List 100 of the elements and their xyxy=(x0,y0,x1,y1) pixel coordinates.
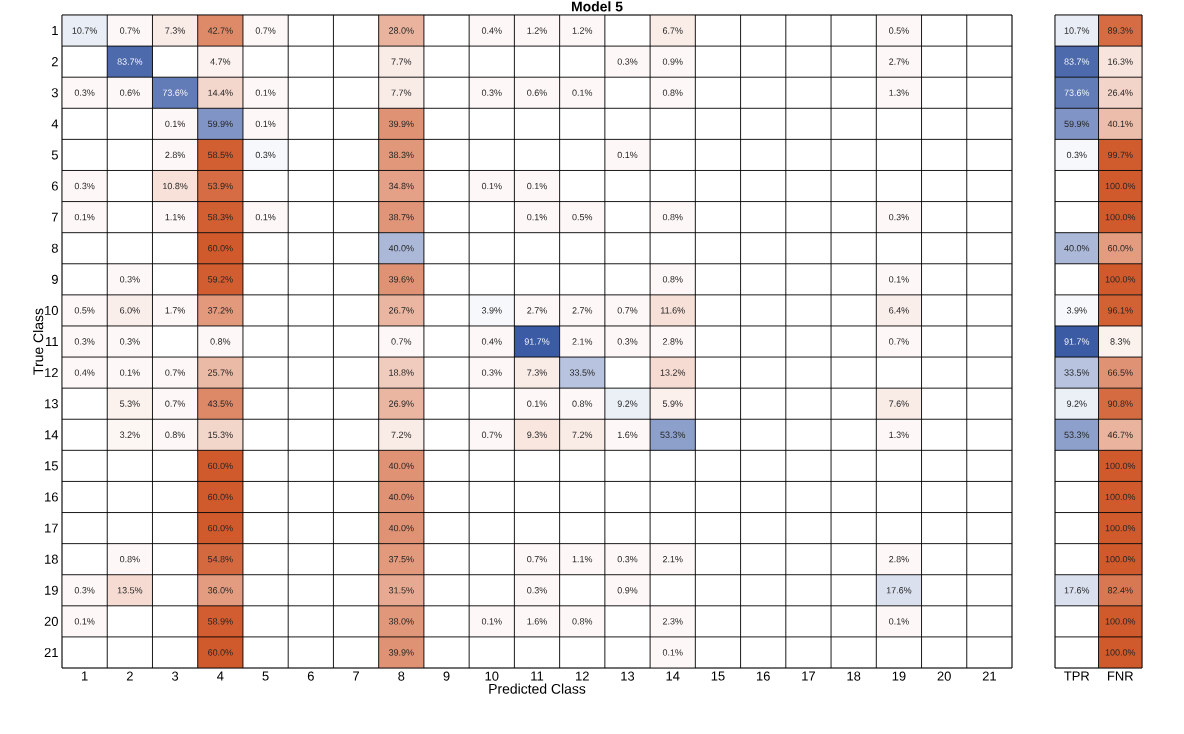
data-label: 0.8% xyxy=(662,213,683,221)
data-label: 0.1% xyxy=(255,213,276,221)
data-label: 0.5% xyxy=(74,307,95,314)
data-label: 2.7% xyxy=(889,58,909,65)
data-label: 0.1% xyxy=(255,120,276,128)
data-label: 2.1% xyxy=(662,556,683,563)
data-label: 1.7% xyxy=(165,307,185,314)
data-label: 82.4% xyxy=(1107,587,1133,594)
data-label: 39.6% xyxy=(388,276,414,283)
data-label: 0.9% xyxy=(662,58,683,65)
x-tick-label: 19 xyxy=(892,671,906,681)
data-label: 1.3% xyxy=(889,431,909,438)
data-label: 36.0% xyxy=(207,587,233,594)
y-tick-label: 1 xyxy=(52,26,58,36)
data-label: 38.3% xyxy=(388,151,414,159)
x-tick-label: 11 xyxy=(531,671,544,681)
data-label: 0.4% xyxy=(481,338,502,345)
data-label: 0.3% xyxy=(74,338,95,345)
data-label: 26.4% xyxy=(1108,89,1133,96)
data-label: 54.8% xyxy=(207,556,233,563)
data-label: 83.7% xyxy=(1064,58,1090,65)
data-label: 9.2% xyxy=(1066,400,1087,407)
y-tick-label: 9 xyxy=(51,274,58,284)
data-label: 34.8% xyxy=(388,182,414,190)
y-tick-label: 10 xyxy=(45,305,58,315)
y-tick-label: 20 xyxy=(44,616,58,626)
data-label: 0.3% xyxy=(481,89,502,96)
data-label: 1.1% xyxy=(572,556,593,563)
data-label: 2.3% xyxy=(662,618,683,625)
data-label: 11.6% xyxy=(661,307,685,314)
data-label: 33.5% xyxy=(1064,369,1090,376)
data-label: 33.5% xyxy=(569,369,595,376)
data-label: 1.6% xyxy=(527,618,547,625)
data-label: 0.8% xyxy=(662,276,683,283)
data-label: 0.3% xyxy=(527,587,547,594)
data-label: 37.5% xyxy=(388,556,414,563)
data-label: 40.0% xyxy=(1064,245,1090,252)
x-tick-label: 9 xyxy=(443,671,450,681)
data-label: 60.0% xyxy=(208,649,233,656)
data-label: 0.1% xyxy=(527,213,547,221)
data-label: 100.0% xyxy=(1105,618,1136,625)
data-label: 100.0% xyxy=(1105,555,1136,563)
y-tick-label: 11 xyxy=(46,337,58,346)
y-tick-label: 5 xyxy=(51,150,58,160)
data-label: 40.0% xyxy=(388,462,414,470)
y-tick-label: 13 xyxy=(45,399,58,409)
data-label: 73.6% xyxy=(1064,89,1090,96)
data-label: 0.9% xyxy=(617,587,638,594)
y-tick-label: 17 xyxy=(45,523,58,533)
data-label: 40.0% xyxy=(388,245,414,252)
data-label: 10.8% xyxy=(163,182,188,190)
data-label: 0.1% xyxy=(255,89,276,96)
data-label: 0.5% xyxy=(889,27,909,34)
y-tick-label: 12 xyxy=(45,368,58,378)
x-tick-label: 21 xyxy=(982,671,996,681)
data-label: 38.7% xyxy=(388,213,414,221)
data-label: 90.8% xyxy=(1107,400,1133,407)
data-label: 60.0% xyxy=(208,524,233,532)
data-label: 0.8% xyxy=(662,89,683,96)
data-label: 0.1% xyxy=(119,369,140,376)
data-label: 0.1% xyxy=(617,151,638,159)
data-label: 100.0% xyxy=(1105,462,1136,470)
data-label: 42.7% xyxy=(207,27,233,34)
x-tick-label: 20 xyxy=(937,671,951,681)
data-label: 58.9% xyxy=(207,618,233,625)
data-label: 7.3% xyxy=(165,27,185,34)
data-label: 66.5% xyxy=(1108,369,1133,376)
data-label: 0.3% xyxy=(889,213,909,221)
x-tick-label: 3 xyxy=(171,671,179,681)
data-label: 2.8% xyxy=(165,151,185,159)
y-tick-label: 8 xyxy=(51,243,58,253)
y-tick-label: 2 xyxy=(51,57,58,67)
data-label: 5.9% xyxy=(662,400,683,407)
data-label: 100.0% xyxy=(1105,493,1136,501)
data-label: 96.1% xyxy=(1107,307,1133,314)
data-label: 0.8% xyxy=(572,618,593,625)
data-label: 0.3% xyxy=(74,89,95,96)
data-label: 0.1% xyxy=(662,649,683,656)
data-label: 1.1% xyxy=(165,213,185,221)
data-label: 7.7% xyxy=(391,58,412,65)
data-label: 37.2% xyxy=(207,307,233,314)
data-label: 0.1% xyxy=(74,213,95,221)
data-label: 2.7% xyxy=(572,307,593,314)
y-tick-label: 19 xyxy=(45,585,58,595)
data-label: 0.3% xyxy=(119,338,140,345)
x-tick-label: FNR xyxy=(1108,671,1133,681)
data-label: 0.8% xyxy=(119,556,140,563)
data-label: 0.1% xyxy=(527,182,547,190)
data-label: 1.2% xyxy=(527,27,547,34)
data-label: 40.0% xyxy=(388,493,414,501)
data-label: 83.7% xyxy=(117,58,143,65)
data-label: 0.3% xyxy=(617,58,638,65)
data-label: 0.7% xyxy=(255,27,276,34)
x-tick-label: 5 xyxy=(262,671,269,681)
y-tick-label: 4 xyxy=(51,119,59,129)
data-label: 0.3% xyxy=(74,587,95,594)
data-label: 13.5% xyxy=(117,587,143,594)
data-label: 0.1% xyxy=(165,120,185,128)
data-label: 0.1% xyxy=(572,89,593,96)
data-label: 10.7% xyxy=(1064,27,1090,34)
